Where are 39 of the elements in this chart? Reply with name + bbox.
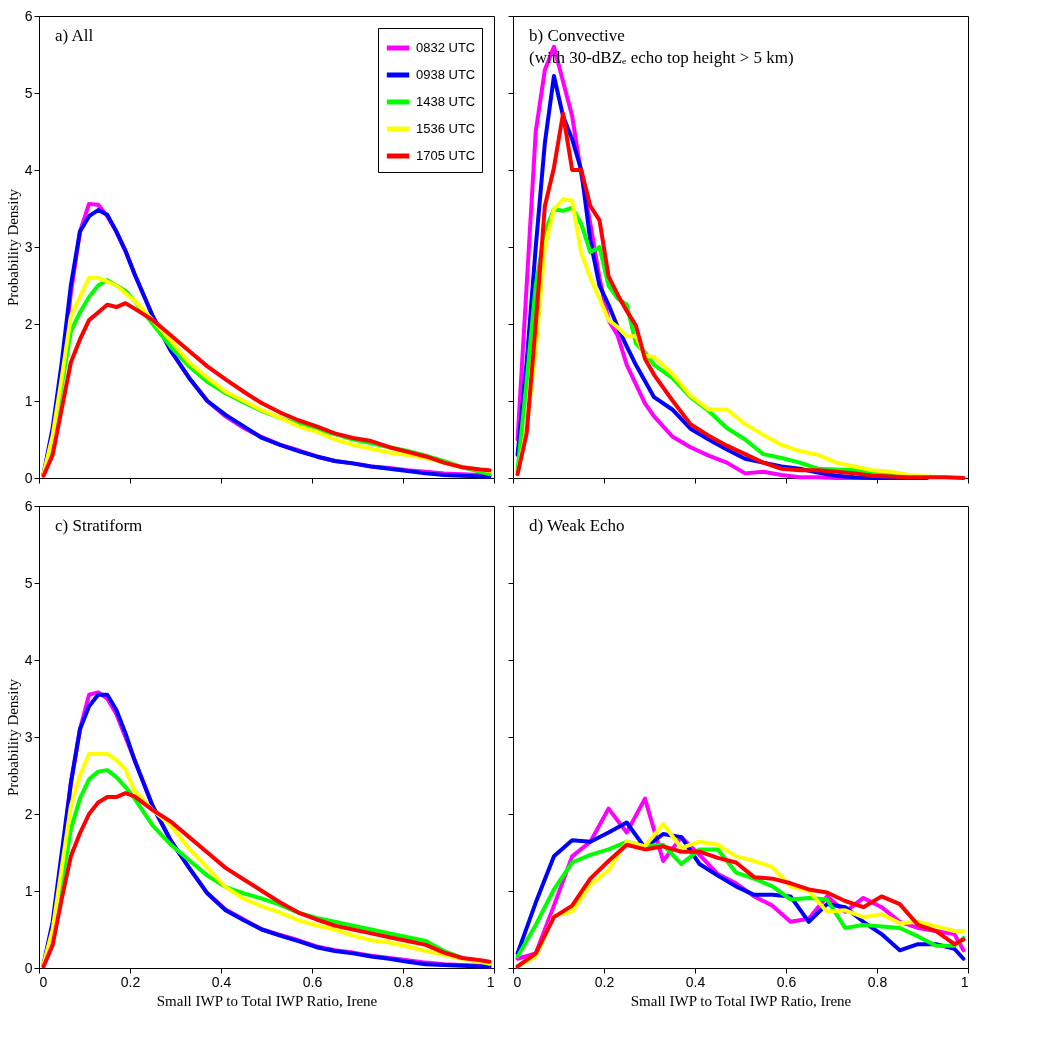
x-tick-label: 0.2 [120, 973, 141, 990]
y-tick-label: 5 [24, 574, 33, 591]
x-tick-label: 0.4 [211, 973, 232, 990]
y-tick-label: 6 [24, 497, 33, 514]
legend-label: 1536 UTC [416, 121, 476, 136]
legend-label: 1705 UTC [416, 148, 476, 163]
x-axis-title: Small IWP to Total IWP Ratio, Irene [630, 992, 852, 1009]
legend-label: 0832 UTC [416, 40, 476, 55]
y-tick-label: 3 [24, 728, 33, 745]
x-tick-label: 1 [960, 973, 969, 990]
legend-label: 1438 UTC [416, 94, 476, 109]
x-axis-title: Small IWP to Total IWP Ratio, Irene [156, 992, 378, 1009]
text: b) Convective [529, 26, 625, 45]
y-tick-label: 5 [24, 84, 33, 101]
x-tick-label: 0.6 [776, 973, 797, 990]
y-tick-label: 1 [24, 882, 33, 899]
y-tick-label: 0 [24, 469, 33, 486]
x-tick-label: 0.6 [302, 973, 323, 990]
y-axis-title: Probability Density [4, 678, 21, 797]
y-tick-label: 1 [24, 392, 33, 409]
x-tick-label: 0 [513, 973, 522, 990]
y-tick-label: 4 [24, 651, 33, 668]
y-axis-title: Probability Density [4, 188, 21, 307]
y-tick-label: 0 [24, 959, 33, 976]
x-tick-label: 0.2 [594, 973, 615, 990]
text: d) Weak Echo [529, 516, 625, 535]
y-tick-label: 3 [24, 238, 33, 255]
x-tick-label: 0.8 [867, 973, 888, 990]
text: a) All [55, 26, 94, 45]
y-tick-label: 2 [24, 315, 33, 332]
x-tick-label: 0.8 [393, 973, 414, 990]
y-tick-label: 4 [24, 161, 33, 178]
text: c) Stratiform [55, 516, 143, 535]
x-tick-label: 0 [39, 973, 48, 990]
x-tick-label: 0.4 [685, 973, 706, 990]
y-tick-label: 2 [24, 805, 33, 822]
legend-label: 0938 UTC [416, 67, 476, 82]
x-tick-label: 1 [486, 973, 495, 990]
y-tick-label: 6 [24, 7, 33, 24]
